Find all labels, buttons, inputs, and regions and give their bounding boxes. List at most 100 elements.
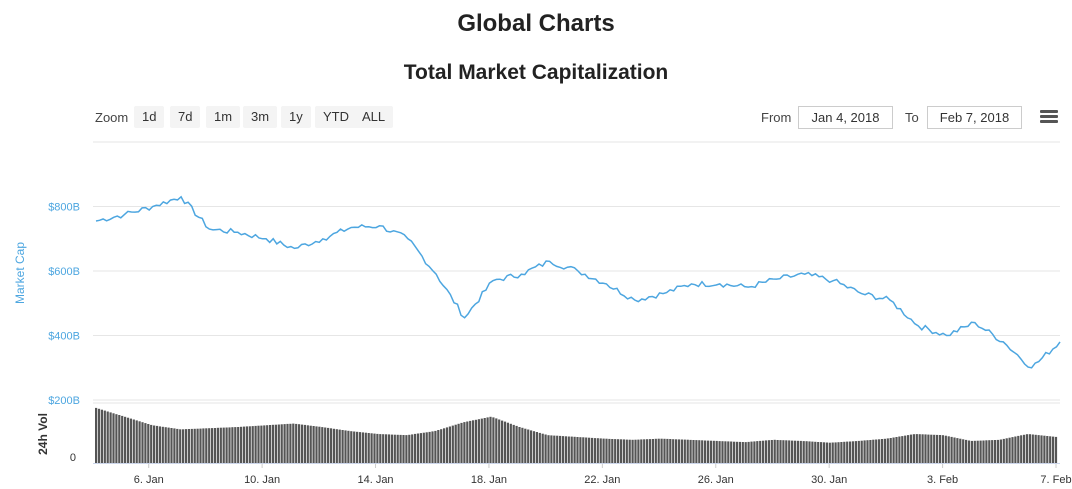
volume-bar (263, 425, 266, 463)
volume-bar (982, 440, 985, 463)
zoom-1d-button[interactable]: 1d (134, 106, 165, 128)
volume-bar (709, 440, 712, 463)
volume-bar (126, 417, 130, 463)
volume-bar (721, 441, 724, 463)
volume-bar (399, 434, 402, 463)
volume-bar (341, 430, 344, 463)
x-tick-label: 7. Feb (1040, 474, 1071, 486)
zoom-7d-button[interactable]: 7d (170, 106, 201, 128)
volume-bar (834, 442, 837, 463)
volume-bar (767, 440, 770, 463)
volume-bar (979, 440, 982, 463)
volume-bar (1028, 434, 1031, 463)
volume-bar (382, 434, 385, 463)
volume-bar (704, 440, 707, 463)
volume-bar (564, 436, 567, 463)
volume-bar (321, 427, 324, 463)
volume-bar (730, 441, 733, 463)
volume-bar (234, 427, 237, 463)
volume-bar (512, 424, 515, 463)
volume-bar (796, 440, 799, 463)
volume-bar (651, 439, 654, 463)
volume-bar (425, 432, 428, 463)
volume-bar (727, 441, 730, 463)
volume-bar (289, 423, 292, 463)
zoom-1y-button[interactable]: 1y (281, 106, 311, 128)
volume-bar (179, 429, 182, 463)
volume-bar (744, 442, 747, 463)
volume-bar (648, 439, 652, 463)
volume-bar (712, 440, 715, 463)
volume-bar (866, 440, 869, 463)
volume-bar (124, 416, 127, 463)
zoom-ytd-button[interactable]: YTD (315, 106, 357, 128)
volume-bar (277, 424, 280, 463)
volume-bar (747, 441, 750, 463)
volume-bar (509, 423, 512, 463)
volume-bar (416, 433, 420, 463)
volume-bar (860, 440, 863, 463)
volume-bar (614, 439, 617, 463)
volume-bar (959, 438, 962, 463)
volume-bar (521, 427, 524, 463)
from-date-input[interactable]: Jan 4, 2018 (798, 106, 893, 129)
volume-bar (785, 440, 788, 463)
volume-bar (106, 411, 109, 463)
volume-bar (1040, 435, 1043, 463)
volume-bar (791, 440, 794, 463)
volume-bar (309, 425, 312, 463)
y-tick-label: $200B (48, 395, 80, 407)
volume-bar (675, 439, 678, 463)
to-date-input[interactable]: Feb 7, 2018 (927, 106, 1022, 129)
volume-bar (155, 425, 159, 463)
volume-bar (956, 438, 959, 463)
volume-bar (347, 430, 350, 463)
volume-bar (1020, 435, 1023, 463)
volume-bar (486, 417, 489, 463)
volume-bar (1037, 435, 1040, 463)
volume-bar (283, 424, 286, 463)
volume-bar (138, 421, 141, 463)
volume-bar (193, 428, 196, 463)
volume-bar (538, 432, 541, 463)
volume-bar (364, 432, 367, 463)
volume-bar (831, 442, 834, 463)
volume-bar (97, 408, 101, 463)
volume-bar (457, 423, 460, 463)
zoom-3m-button[interactable]: 3m (243, 106, 278, 128)
volume-bar (164, 427, 167, 463)
volume-bar (495, 418, 498, 463)
volume-bar (158, 426, 161, 463)
volume-bar (196, 428, 199, 463)
x-tick-label: 26. Jan (698, 474, 734, 486)
volume-bar (112, 413, 115, 463)
volume-bar (1017, 435, 1020, 463)
volume-bar (970, 440, 973, 463)
volume-bar (231, 427, 234, 463)
volume-bar (411, 434, 414, 463)
volume-bar (965, 439, 968, 463)
volume-bar (524, 428, 527, 463)
zoom-all-button[interactable]: ALL (354, 106, 394, 128)
x-tick-label: 30. Jan (811, 474, 847, 486)
volume-bar (274, 424, 277, 463)
volume-bar (228, 427, 231, 463)
volume-bar (822, 442, 826, 463)
hamburger-menu-icon[interactable] (1040, 110, 1058, 126)
volume-bar (817, 442, 820, 463)
volume-bar (573, 436, 576, 463)
volume-bar (460, 422, 463, 463)
volume-bar (173, 428, 176, 463)
volume-bar (518, 427, 521, 463)
volume-bar (269, 425, 272, 463)
volume-bar (1002, 438, 1005, 463)
volume-bar (437, 430, 440, 463)
volume-bar (973, 440, 976, 463)
volume-bar (883, 438, 886, 463)
zoom-1m-button[interactable]: 1m (206, 106, 241, 128)
volume-bar (393, 434, 396, 463)
volume-bar (419, 433, 422, 463)
volume-bar (315, 426, 318, 463)
volume-bar (532, 431, 536, 463)
volume-bar (863, 440, 866, 463)
